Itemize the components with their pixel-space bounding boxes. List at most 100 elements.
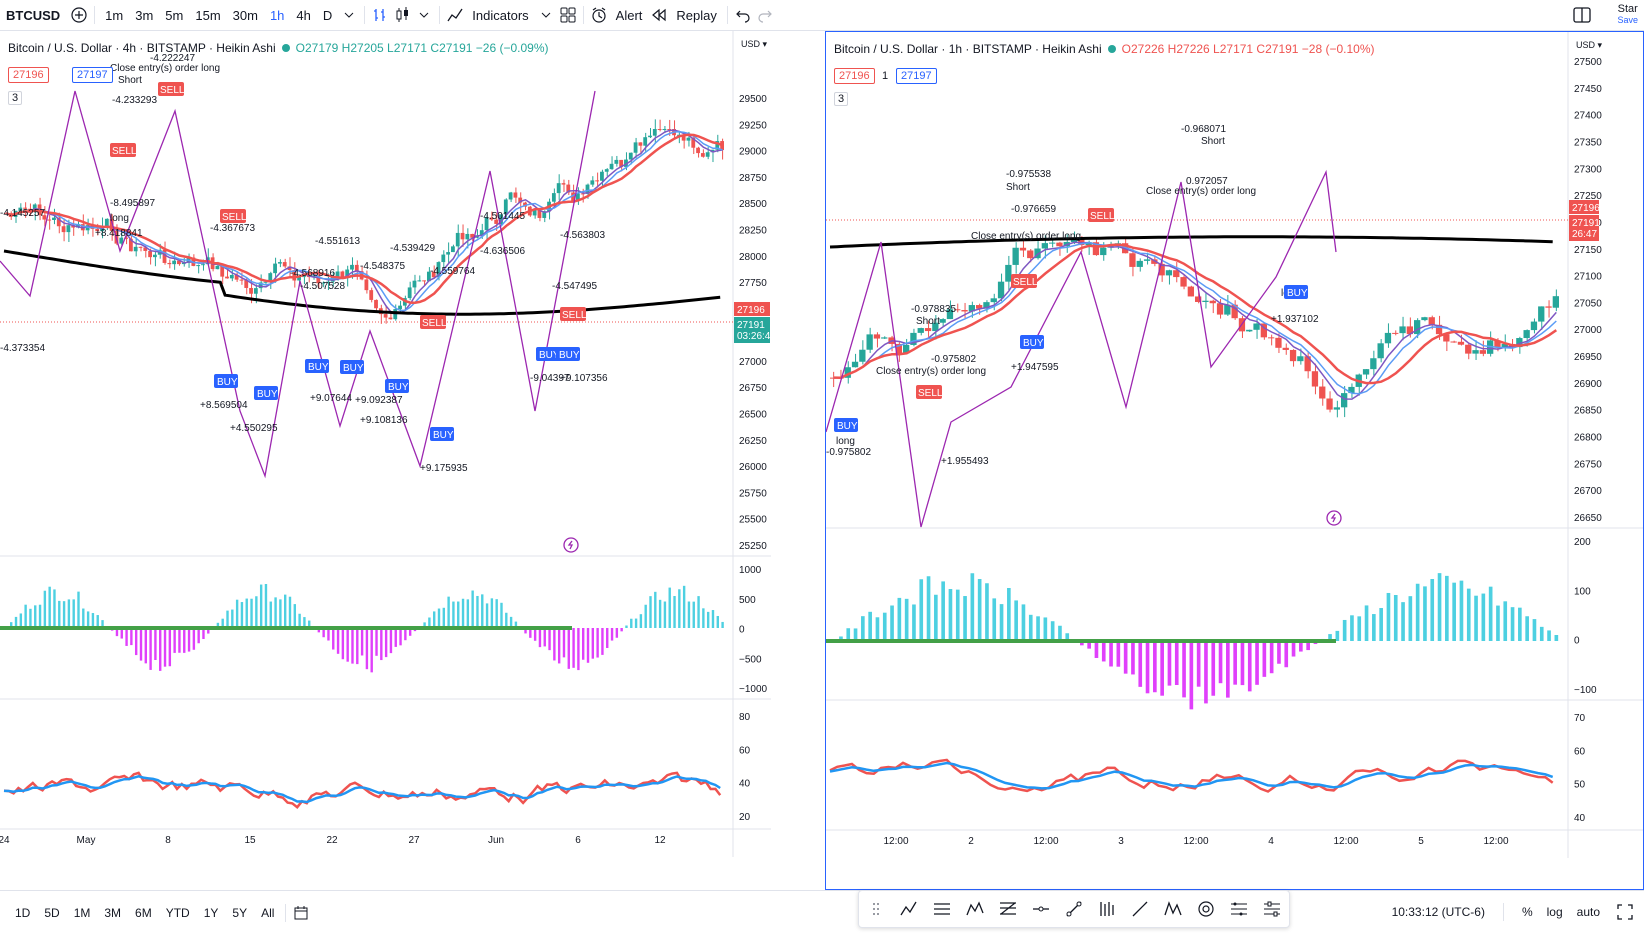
elliott-wave-icon[interactable] — [963, 897, 987, 921]
rsi-axis-label: 40 — [1574, 813, 1586, 824]
position-tool-icon[interactable] — [1227, 897, 1251, 921]
candle-body — [417, 280, 422, 282]
layout-grid-icon[interactable] — [557, 4, 579, 26]
candle-body — [1195, 296, 1202, 302]
replay-button[interactable]: Replay — [676, 7, 717, 23]
replay-icon[interactable] — [648, 4, 670, 26]
candle-chart-type-icon[interactable] — [391, 4, 413, 26]
range-1d[interactable]: 1D — [15, 906, 31, 920]
macd-axis-label: −100 — [1574, 685, 1597, 696]
lightning-icon — [567, 540, 574, 550]
candle-body — [47, 219, 52, 221]
candle-body — [109, 218, 114, 231]
candle-body — [946, 309, 954, 320]
trend-line-icon[interactable] — [1062, 897, 1086, 921]
candle-body — [407, 287, 412, 299]
interval-15m[interactable]: 15m — [195, 7, 221, 23]
horizontal-line-icon[interactable] — [1029, 897, 1053, 921]
bottom-right-group: 10:33:12 (UTC-6) % log auto — [1392, 890, 1644, 934]
candle-body — [1173, 270, 1180, 278]
log-scale-toggle[interactable]: log — [1546, 905, 1563, 919]
interval-30m[interactable]: 30m — [232, 7, 258, 23]
bar-chart-type-icon[interactable] — [369, 4, 391, 26]
candle-body — [128, 238, 133, 252]
interval-1h[interactable]: 1h — [269, 7, 285, 23]
ray-line-icon[interactable] — [1128, 897, 1152, 921]
undo-icon[interactable] — [732, 4, 754, 26]
price-axis-label: 28000 — [739, 252, 767, 263]
interval-d[interactable]: D — [322, 7, 333, 23]
xabcd-pattern-icon[interactable] — [1161, 897, 1185, 921]
alert-button[interactable]: Alert — [615, 7, 643, 23]
layout-split-icon[interactable] — [1571, 4, 1593, 26]
trade-label: -4.568916 — [290, 268, 335, 279]
candle-body — [249, 287, 253, 294]
sell-price-button[interactable]: 27196 — [834, 68, 875, 84]
save-button[interactable]: Star Save — [1611, 4, 1644, 26]
fullscreen-icon[interactable] — [1614, 901, 1636, 923]
chart-canvas-1h[interactable]: USD ▾27500274502740027350273002725027200… — [826, 32, 1644, 890]
candle-body — [551, 193, 556, 202]
chevron-down-icon[interactable] — [338, 4, 360, 26]
indicators-icon[interactable] — [444, 4, 466, 26]
ruler-tool-icon[interactable] — [1260, 897, 1284, 921]
pattern-tool-icon[interactable] — [897, 897, 921, 921]
drag-handle-icon[interactable] — [864, 897, 888, 921]
redo-icon[interactable] — [754, 4, 776, 26]
chevron-down-icon[interactable] — [535, 4, 557, 26]
alarm-clock-icon[interactable] — [588, 4, 610, 26]
candle-body — [56, 217, 61, 227]
range-1m[interactable]: 1M — [73, 906, 91, 920]
chevron-down-icon[interactable] — [413, 4, 435, 26]
range-ytd[interactable]: YTD — [165, 906, 190, 920]
candle-body — [268, 273, 273, 282]
fib-spiral-icon[interactable] — [1194, 897, 1218, 921]
range-6m[interactable]: 6M — [135, 906, 152, 920]
time-axis-label: 5 — [1418, 836, 1424, 847]
indicator-count[interactable]: 3 — [834, 92, 849, 106]
buy-price-button[interactable]: 27197 — [72, 67, 113, 83]
candle-body — [715, 141, 720, 150]
range-3m[interactable]: 3M — [104, 906, 122, 920]
range-all[interactable]: All — [261, 906, 275, 920]
candle-body — [537, 210, 542, 218]
interval-4h[interactable]: 4h — [296, 7, 311, 23]
chart-canvas-4h[interactable]: USD ▾ 29500 29250 29000 28750 28500 28250 28000… — [0, 31, 771, 890]
candle-body — [1406, 326, 1413, 335]
chart-legend: Bitcoin / U.S. Dollar · 4h · BITSTAMP · … — [8, 41, 549, 55]
chart-pane-1h[interactable]: USD ▾27500274502740027350273002725027200… — [825, 31, 1644, 890]
parallel-channel-icon[interactable] — [930, 897, 954, 921]
sell-marker — [420, 315, 446, 329]
goto-date-icon[interactable] — [290, 902, 312, 924]
trade-label: +9.108136 — [360, 415, 408, 426]
candle-body — [700, 153, 705, 157]
trade-label: -4.501445 — [480, 211, 525, 222]
buy-price-button[interactable]: 27197 — [896, 68, 937, 84]
candle-body — [1282, 347, 1289, 350]
interval-3m[interactable]: 3m — [135, 7, 154, 23]
clock-timezone[interactable]: 10:33:12 (UTC-6) — [1391, 905, 1485, 919]
range-5y[interactable]: 5Y — [232, 906, 248, 920]
indicator-count[interactable]: 3 — [8, 91, 23, 105]
indicators-button[interactable]: Indicators — [472, 7, 529, 23]
range-1y[interactable]: 1Y — [203, 906, 219, 920]
range-5d[interactable]: 5D — [44, 906, 60, 920]
candle-body — [1443, 334, 1450, 342]
interval-1m[interactable]: 1m — [105, 7, 124, 23]
interval-5m[interactable]: 5m — [165, 7, 184, 23]
trade-label: -0.968071 — [1181, 124, 1226, 135]
chart-pane-4h[interactable]: USD ▾ 29500 29250 29000 28750 28500 28250 28000… — [0, 31, 771, 890]
price-axis-label: 28250 — [739, 225, 767, 236]
candle-body — [513, 192, 518, 198]
sell-price-button[interactable]: 27196 — [8, 67, 49, 83]
fib-tool-icon[interactable] — [996, 897, 1020, 921]
macd-axis-label: 1000 — [739, 565, 762, 576]
compare-add-icon[interactable] — [68, 4, 90, 26]
candle-body — [244, 279, 249, 288]
candle-body — [340, 271, 345, 278]
bars-pattern-icon[interactable] — [1095, 897, 1119, 921]
symbol-search[interactable]: BTCUSD — [6, 7, 61, 23]
auto-scale-toggle[interactable]: auto — [1576, 905, 1600, 919]
percent-scale-toggle[interactable]: % — [1521, 905, 1533, 919]
order-quantity[interactable]: 1 — [882, 70, 889, 82]
